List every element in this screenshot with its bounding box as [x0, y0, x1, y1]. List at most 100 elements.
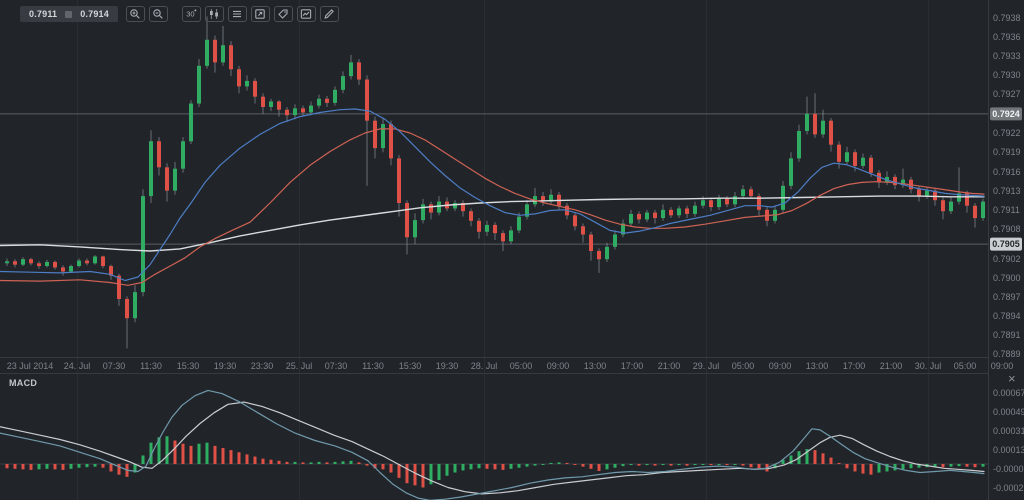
macd-histogram-bar [557, 462, 561, 464]
time-axis-label: 17:00 [843, 361, 866, 371]
macd-histogram-bar [69, 464, 73, 469]
time-axis-label: 09:00 [547, 361, 570, 371]
time-axis-label: 05:00 [732, 361, 755, 371]
macd-histogram-bar [941, 464, 945, 468]
macd-axis-label: 0.00013 [993, 445, 1024, 455]
indicators-button[interactable] [227, 6, 247, 22]
price-axis-label: 0.7916 [993, 167, 1021, 177]
time-axis-label: 30. Jul [915, 361, 942, 371]
macd-histogram-bar [501, 464, 505, 470]
candle-down [941, 200, 945, 212]
macd-histogram-bar [293, 461, 297, 464]
candle-up [453, 202, 457, 209]
macd-axis-label: 0.00049 [993, 407, 1024, 417]
candle-down [893, 176, 897, 186]
candle-down [373, 120, 377, 149]
macd-histogram-bar [285, 461, 289, 464]
candle-up [133, 292, 137, 319]
macd-histogram-bar [973, 464, 977, 468]
candle-down [477, 220, 481, 232]
candle-down [37, 263, 41, 267]
macd-histogram-bar [357, 462, 361, 464]
price-level-badge [990, 107, 1022, 121]
macd-histogram-bar [653, 464, 657, 466]
ask-price-button[interactable]: 0.7914 [80, 9, 109, 19]
macd-histogram-bar [429, 464, 433, 485]
close-icon[interactable]: × [1008, 371, 1016, 386]
macd-histogram-bar [805, 449, 809, 464]
draw-button[interactable] [319, 6, 339, 22]
candle-down [757, 196, 761, 210]
zoom-out-button[interactable] [148, 6, 168, 22]
macd-pane[interactable] [0, 389, 988, 500]
macd-histogram-bar [869, 464, 873, 475]
moving-average-lines [0, 108, 985, 286]
timeframe-30-icon: 30 [187, 9, 197, 19]
candle-down [117, 275, 121, 299]
macd-histogram-bar [85, 464, 89, 468]
macd-histogram-bar [197, 443, 201, 464]
candle-down [653, 212, 657, 219]
macd-histogram-bar [949, 464, 953, 467]
candle-down [325, 98, 329, 103]
candle-up [797, 130, 801, 159]
candle-down [13, 261, 17, 265]
candle-up [269, 101, 273, 107]
macd-histogram-bar [733, 464, 737, 465]
macd-histogram-bar [413, 464, 417, 486]
candle-down [461, 202, 465, 212]
time-axis-label: 21:00 [658, 361, 681, 371]
time-axis[interactable]: 23 Jul 2014 24. Jul 07:30 11:30 15:30 19:30 23… [7, 361, 1014, 371]
time-axis-label: 05:00 [954, 361, 977, 371]
macd-histogram-bar [917, 464, 921, 468]
layout-button[interactable] [250, 6, 270, 22]
candle-up [421, 204, 425, 221]
macd-histogram-bar [373, 464, 377, 469]
svg-text:30: 30 [187, 10, 195, 19]
macd-histogram-bar [709, 464, 713, 466]
candle-up [789, 158, 793, 186]
time-axis-label: 13:00 [806, 361, 829, 371]
macd-histogram-bar [701, 464, 705, 465]
macd-histogram-bar [5, 464, 9, 469]
candle-down [389, 124, 393, 159]
candle-up [525, 204, 529, 217]
chart-type-button[interactable] [204, 6, 224, 22]
macd-histogram-bar [541, 464, 545, 465]
time-axis-label: 19:30 [214, 361, 237, 371]
price-axis-label: 0.7930 [993, 70, 1021, 80]
candle-down [229, 45, 233, 70]
macd-histogram-bar [37, 464, 41, 470]
price-axis-label: 0.7889 [993, 349, 1021, 359]
price-axis-label: 0.7922 [993, 128, 1021, 138]
candlestick-icon [210, 9, 219, 19]
macd-axis-label: -0.00005 [993, 464, 1024, 474]
candle-up [981, 201, 985, 219]
macd-histogram-bar [893, 464, 897, 471]
macd-histogram-bar [837, 462, 841, 464]
bid-price-button[interactable]: 0.7911 [29, 9, 58, 19]
time-axis-label: 15:30 [399, 361, 422, 371]
tag-button[interactable] [273, 6, 293, 22]
price-axis-label: 0.7891 [993, 330, 1021, 340]
macd-histogram-bar [637, 464, 641, 466]
timeframe-30min-button[interactable]: 30 [181, 6, 201, 22]
candle-down [829, 120, 833, 145]
price-axis-label: 0.7936 [993, 32, 1021, 42]
macd-histogram-bar [957, 464, 961, 467]
candle-down [29, 259, 33, 264]
zoom-in-button[interactable] [125, 6, 145, 22]
candle-down [589, 234, 593, 251]
macd-histogram-bar [853, 464, 857, 472]
candle-down [501, 233, 505, 242]
candle-up [309, 105, 313, 113]
toolbar-buttons: 30 [125, 6, 339, 22]
candle-down [365, 79, 369, 121]
price-axis[interactable]: 0.7938 0.7936 0.7933 0.7930 0.7927 0.7922 0.79… [988, 0, 1024, 500]
macd-histogram-bar [533, 464, 537, 466]
macd-histogram-bar [365, 464, 369, 466]
macd-histogram-bar [93, 464, 97, 467]
compare-chart-button[interactable] [296, 6, 316, 22]
